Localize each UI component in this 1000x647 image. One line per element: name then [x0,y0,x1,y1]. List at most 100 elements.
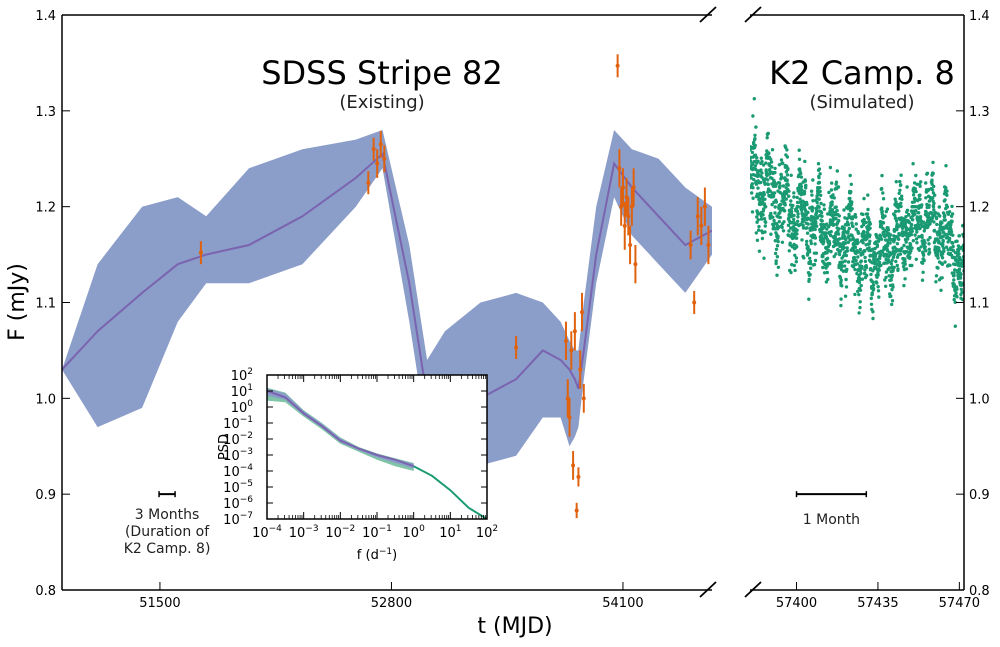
simulated-point [912,200,916,204]
simulated-point [932,201,936,205]
simulated-point [822,207,826,211]
simulated-point [949,230,954,234]
simulated-point [856,231,861,235]
simulated-point [920,203,924,207]
simulated-point [876,273,880,277]
inset-y-tick-label: 10−1 [223,415,253,432]
simulated-point [842,226,846,230]
simulated-point [762,256,766,260]
inset-y-tick-label: 102 [231,367,253,384]
simulated-point [868,222,872,226]
inset-y-tick-label: 10−6 [223,495,253,512]
simulated-point [838,242,843,246]
observation-point [620,185,625,190]
simulated-point [876,285,880,289]
simulated-point [750,150,755,155]
simulated-point [778,215,782,220]
simulated-point [822,271,827,275]
simulated-point [895,263,899,268]
simulated-point [944,186,948,190]
simulated-point [829,249,833,254]
inset-y-tick-label: 10−7 [223,511,253,528]
simulated-point [806,245,810,249]
right-plot-area [750,97,964,328]
simulated-point [954,291,958,295]
simulated-point [943,198,947,202]
simulated-point [834,216,838,221]
inset-x-title-sup: −1 [379,547,392,557]
simulated-point [860,266,864,270]
simulated-point [774,261,778,266]
simulated-point [907,212,911,217]
inset-y-tick-exp: −7 [240,511,253,521]
simulated-point [759,156,763,160]
simulated-point [787,249,791,253]
simulated-point [770,148,775,152]
simulated-point [908,243,913,247]
simulated-point [833,240,837,245]
simulated-point [891,268,895,272]
simulated-point [894,200,898,204]
simulated-point [957,252,961,256]
simulated-point [861,212,865,217]
simulated-point [909,249,913,253]
simulated-point [847,212,851,217]
simulated-point [860,277,865,281]
simulated-point [825,227,829,231]
simulated-point [840,264,844,269]
simulated-point [797,148,801,152]
simulated-point [852,255,857,260]
simulated-point [764,161,768,165]
inset-y-tick-base: 10 [231,385,248,400]
simulated-point [880,206,884,210]
simulated-point [879,237,884,241]
simulated-point [837,227,841,231]
simulated-point [927,203,931,207]
simulated-point [773,251,778,256]
simulated-point [894,219,899,223]
simulated-point [884,275,888,280]
simulated-point [802,204,807,209]
observation-point [622,223,627,228]
simulated-point [768,189,772,193]
axis-break-top-left [699,6,717,23]
inset-x-tick-label: 10−4 [252,524,282,541]
simulated-point [807,250,812,254]
simulated-point [811,206,815,210]
simulated-point [951,233,955,237]
simulated-point [863,249,867,253]
simulated-point [858,247,863,252]
inset-y-tick-base: 10 [223,481,240,496]
simulated-point [855,262,860,266]
simulated-point [850,200,854,204]
simulated-point [869,272,873,277]
simulated-point [815,215,820,219]
simulated-point [814,251,819,255]
simulated-point [826,277,830,282]
inset-background [267,375,487,519]
simulated-point [801,223,805,228]
inset-y-tick-label: 10−4 [223,463,253,480]
simulated-point [868,226,872,230]
simulated-point [868,239,872,243]
simulated-point [911,162,915,166]
simulated-point [782,209,787,213]
simulated-point [774,259,778,263]
right-x-tick-label: 57470 [939,596,980,611]
observation-point [699,223,704,228]
simulated-point [787,216,791,220]
left-y-tick-label: 1.0 [35,392,56,407]
simulated-point [894,209,898,214]
simulated-point [905,231,909,235]
simulated-point [952,297,956,302]
simulated-point [941,239,945,244]
simulated-point [754,182,759,186]
simulated-point [931,171,935,176]
simulated-point [824,231,828,235]
inset-x-tick-base: 10 [325,526,342,541]
left-x-tick-label: 54100 [602,596,643,611]
simulated-point [781,184,786,188]
simulated-point [781,229,786,233]
simulated-point [790,206,794,210]
simulated-point [809,266,813,270]
